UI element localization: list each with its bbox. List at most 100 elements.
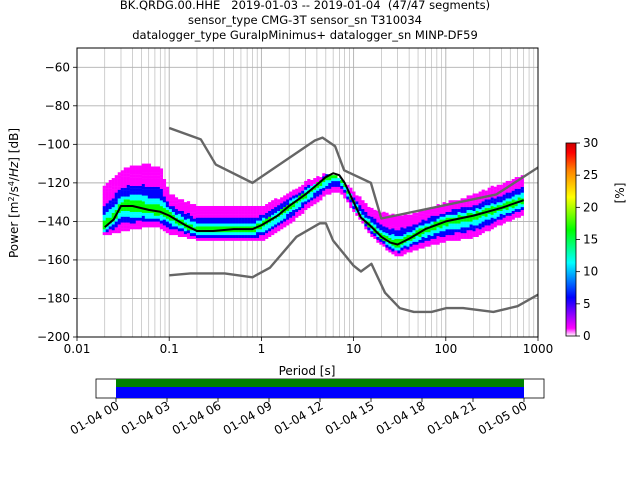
heatmap-cell [289,191,293,195]
heatmap-cell [499,222,503,226]
heatmap-cell [177,216,182,220]
heatmap-cell [250,229,254,233]
heatmap-cell [147,189,152,193]
heatmap-cell [117,221,121,225]
heatmap-cell [508,192,512,196]
colorbar-tick-label: 25 [583,168,598,182]
heatmap-cell [229,205,233,210]
heatmap-cell [406,214,410,218]
heatmap-cell [511,213,515,217]
heatmap-cell [244,226,248,230]
heatmap-cell [328,191,332,195]
heatmap-cell [427,234,431,238]
heatmap-cell [400,250,404,254]
coverage-bar-blue [116,387,524,398]
heatmap-cell [138,223,142,227]
heatmap-cell [466,235,470,239]
heatmap-cell [424,229,428,233]
heatmap-cell [397,235,401,239]
heatmap-cell [442,228,446,232]
heatmap-cell [466,230,470,234]
heatmap-cell [295,188,299,192]
heatmap-cell [325,177,329,181]
heatmap-cell [364,211,368,215]
heatmap-cell [301,207,305,211]
heatmap-cell [418,210,422,214]
heatmap-cell [490,197,494,201]
heatmap-cell [120,173,124,177]
heatmap-cell [186,218,191,222]
heatmap-cell [138,220,142,224]
heatmap-cell [445,226,449,230]
heatmap-cell [469,235,473,239]
heatmap-cell [505,192,509,196]
heatmap-cell [126,228,130,232]
heatmap-cell [448,211,452,215]
heatmap-cell [367,206,371,211]
heatmap-cell [189,235,194,239]
heatmap-cell [153,172,158,176]
heatmap-cell [313,180,317,185]
heatmap-cell [520,178,524,182]
heatmap-cell [180,233,185,238]
heatmap-cell [123,202,127,206]
heatmap-cell [520,206,524,211]
heatmap-cell [319,182,323,186]
heatmap-cell [183,205,188,209]
heatmap-cell [171,194,176,198]
heatmap-cell [114,178,118,182]
heatmap-cell [123,207,127,211]
heatmap-cell [216,223,221,227]
heatmap-cell [241,223,245,227]
heatmap-cell [150,192,155,196]
heatmap-cell [144,169,149,173]
heatmap-cell [153,186,158,190]
heatmap-cell [141,221,146,225]
heatmap-cell [379,232,383,237]
heatmap-cell [382,243,386,247]
heatmap-cell [508,212,512,216]
y-axis-label: Power [m2/s4/Hz] [dB] [7,128,22,258]
heatmap-cell [493,215,497,219]
heatmap-cell [397,238,401,242]
heatmap-cell [213,217,218,221]
heatmap-cell [370,228,374,232]
heatmap-cell [415,247,419,251]
heatmap-cell [177,207,182,211]
heatmap-cell [150,201,155,205]
heatmap-cell [141,215,146,219]
heatmap-cell [138,177,142,181]
heatmap-cell [135,194,139,198]
heatmap-cell [201,220,206,224]
heatmap-cell [153,198,158,202]
heatmap-cell [135,185,139,189]
heatmap-cell [283,201,287,205]
heatmap-cell [430,232,434,237]
heatmap-cell [367,224,371,228]
heatmap-cell [352,194,356,198]
heatmap-cell [427,211,431,215]
mean-psd-curve [104,172,525,246]
heatmap-cell [508,218,512,222]
heatmap-cell [460,206,464,211]
heatmap-cell [418,219,422,223]
heatmap-cell [439,233,443,238]
heatmap-cell [168,229,173,233]
heatmap-cell [235,226,239,230]
heatmap-cell [457,211,461,215]
heatmap-cell [313,195,317,199]
heatmap-cell [114,230,118,234]
heatmap-cell [153,206,158,211]
heatmap-cell [397,244,401,248]
heatmap-cell [259,226,263,230]
heatmap-cell [310,194,314,198]
heatmap-cell [222,223,227,227]
heatmap-cell [292,212,296,216]
heatmap-cell [222,220,227,224]
heatmap-cell [364,208,368,212]
heatmap-cell [301,199,305,203]
heatmap-cell [343,195,347,199]
heatmap-cell [150,195,155,199]
heatmap-cell [177,202,182,206]
heatmap-cell [418,213,422,217]
